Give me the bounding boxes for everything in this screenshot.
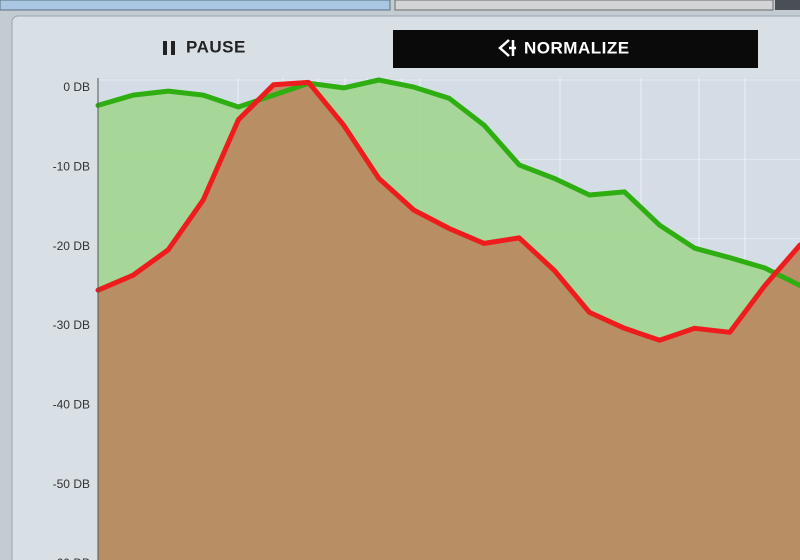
pause-icon xyxy=(163,41,167,55)
normalize-label: NORMALIZE xyxy=(524,38,630,57)
pause-label: PAUSE xyxy=(186,37,246,56)
pause-button[interactable]: PAUSE xyxy=(163,37,246,56)
y-tick-label: -40 DB xyxy=(53,398,90,412)
normalize-button[interactable]: NORMALIZE xyxy=(393,30,758,68)
y-tick-label: -50 DB xyxy=(53,477,90,491)
area-fill xyxy=(98,82,800,560)
pause-icon xyxy=(171,41,175,55)
normalize-bg xyxy=(393,30,758,68)
tab[interactable] xyxy=(394,0,774,11)
tab-active[interactable] xyxy=(0,0,391,11)
spectrum-line xyxy=(95,77,800,288)
y-tick-label: -30 DB xyxy=(53,318,90,332)
y-tick-label: 0 DB xyxy=(63,80,90,94)
y-tick-label: -20 DB xyxy=(53,239,90,253)
normalize-icon xyxy=(498,39,516,57)
y-tick-label: -60 DB xyxy=(53,556,90,560)
spectrum xyxy=(95,77,800,560)
spectrum-line xyxy=(95,79,800,343)
tab-edge xyxy=(775,0,800,10)
y-tick-label: -10 DB xyxy=(53,160,90,174)
